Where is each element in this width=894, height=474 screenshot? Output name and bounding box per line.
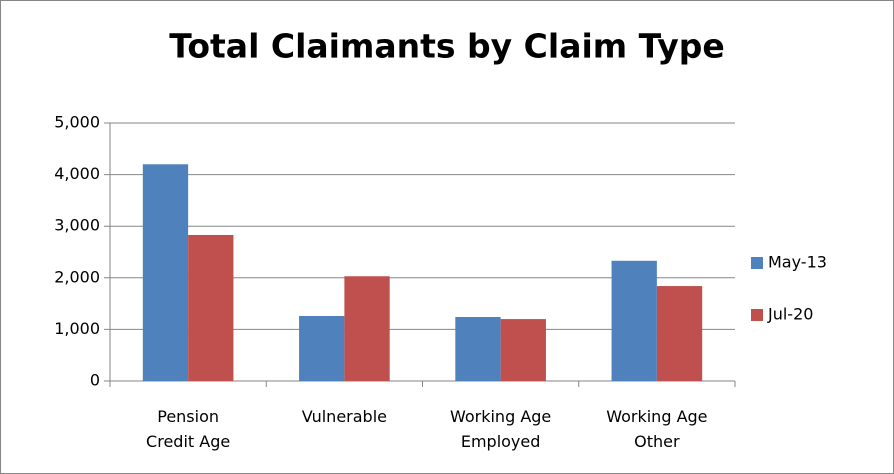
y-tick-label: 5,000: [54, 113, 100, 132]
y-tick-label: 0: [90, 371, 100, 390]
legend-swatch: [751, 257, 763, 269]
bar: [344, 276, 390, 381]
bar: [611, 260, 657, 381]
bar: [188, 234, 234, 381]
legend-label: Jul-20: [767, 305, 813, 324]
x-tick-label: Pension Credit Age: [146, 407, 230, 451]
y-tick-label: 1,000: [54, 319, 100, 338]
legend-label: May-13: [768, 253, 827, 272]
x-tick-label: Working Age Employed: [450, 407, 551, 451]
y-tick-label: 4,000: [54, 164, 100, 183]
bar: [500, 319, 546, 381]
x-tick-label: Vulnerable: [302, 407, 387, 426]
y-tick-label: 2,000: [54, 267, 100, 286]
y-tick-label: 3,000: [54, 216, 100, 235]
bar: [299, 315, 345, 381]
legend-swatch: [751, 309, 763, 321]
bar: [656, 286, 703, 381]
bar: [455, 317, 501, 381]
bar: [142, 164, 189, 381]
x-tick-label: Working Age Other: [606, 407, 707, 451]
chart-title: Total Claimants by Claim Type: [169, 27, 725, 66]
